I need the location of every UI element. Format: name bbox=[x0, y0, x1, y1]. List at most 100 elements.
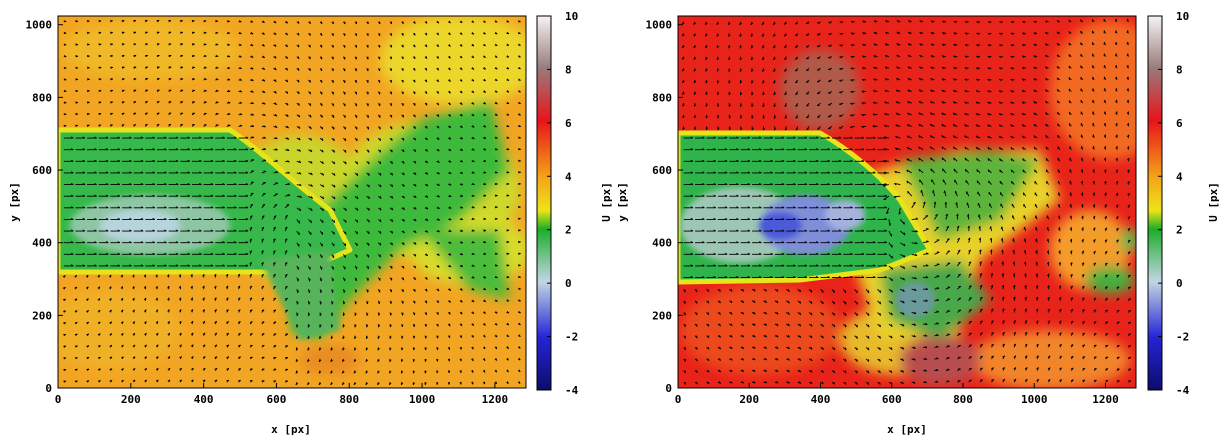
vector-arrow-head bbox=[956, 213, 959, 217]
vector-arrow-head bbox=[902, 312, 905, 315]
vector-arrow-head bbox=[414, 218, 417, 222]
vector-arrow-head bbox=[1070, 262, 1073, 265]
vector-arrow-head bbox=[1069, 215, 1072, 219]
vector-arrow-head bbox=[330, 382, 333, 386]
vector-arrow-head bbox=[979, 249, 982, 252]
vector-arrow-head bbox=[935, 214, 938, 217]
vector-arrow-head bbox=[740, 127, 743, 131]
vector-arrow-head bbox=[298, 114, 301, 118]
vector-arrow-head bbox=[472, 276, 475, 279]
vector-arrow-head bbox=[730, 334, 733, 338]
vector-arrow-head bbox=[747, 182, 751, 185]
vector-arrow-head bbox=[117, 264, 121, 267]
vector-arrow-head bbox=[716, 34, 720, 37]
vector-arrow-head bbox=[187, 136, 191, 139]
vector-arrow-head bbox=[167, 320, 170, 324]
vector-arrow bbox=[931, 179, 935, 185]
vector-arrow-head bbox=[204, 78, 207, 80]
colorbar-tick-label: 0 bbox=[565, 277, 572, 290]
vector-arrow-head bbox=[353, 359, 357, 363]
vector-arrow-head bbox=[190, 320, 194, 324]
vector-arrow-head bbox=[1068, 54, 1071, 57]
vector-arrow-head bbox=[1033, 66, 1036, 70]
vector-arrow-head bbox=[850, 126, 853, 129]
vector-arrow bbox=[898, 207, 901, 215]
vector-arrow-head bbox=[787, 300, 790, 304]
vector-arrow-head bbox=[449, 171, 452, 175]
vector-arrow-head bbox=[506, 357, 509, 361]
vector-arrow-head bbox=[795, 46, 798, 48]
vector-arrow-head bbox=[495, 43, 498, 46]
vector-arrow-head bbox=[437, 44, 440, 47]
vector-arrow-head bbox=[883, 160, 886, 163]
vector-arrow-head bbox=[770, 241, 773, 244]
vector-arrow-head bbox=[285, 214, 288, 217]
vector-arrow-head bbox=[164, 194, 167, 197]
vector-arrow-head bbox=[701, 241, 705, 244]
vector-arrow-head bbox=[682, 80, 685, 84]
vector-arrow-head bbox=[953, 157, 955, 161]
vector-arrow-head bbox=[1105, 321, 1108, 323]
vector-arrow-head bbox=[770, 136, 773, 139]
vector-arrow bbox=[911, 202, 916, 209]
vector-arrow-head bbox=[109, 286, 112, 289]
vector-arrow-head bbox=[460, 136, 463, 140]
vector-arrow-head bbox=[167, 344, 171, 347]
vector-arrow-head bbox=[681, 22, 685, 25]
vector-arrow-head bbox=[449, 253, 452, 256]
vector-arrow-head bbox=[879, 324, 882, 328]
vector-arrow-head bbox=[495, 55, 498, 58]
vector-arrow-head bbox=[770, 194, 773, 197]
vector-arrow-head bbox=[391, 242, 393, 246]
vector-arrow-head bbox=[696, 381, 698, 385]
vector-arrow-head bbox=[1013, 308, 1016, 311]
vector-arrow-head bbox=[449, 125, 452, 129]
vector-arrow-head bbox=[354, 324, 357, 328]
vector-arrow-head bbox=[187, 182, 191, 185]
vector-arrow-head bbox=[471, 252, 475, 255]
vector-arrow-head bbox=[332, 290, 334, 293]
colorbar-tick-label: 8 bbox=[565, 63, 572, 76]
vector-arrow-head bbox=[298, 102, 300, 106]
vector-arrow-head bbox=[215, 78, 219, 80]
vector-arrow-head bbox=[202, 320, 206, 324]
vector-arrow-head bbox=[377, 382, 380, 386]
vector-arrow-head bbox=[873, 55, 876, 58]
vector-arrow-head bbox=[199, 241, 202, 244]
vector-arrow-head bbox=[724, 148, 728, 151]
vector-arrow-head bbox=[506, 287, 510, 290]
vector-arrow-head bbox=[75, 43, 78, 46]
vector-arrow-head bbox=[506, 346, 509, 349]
vector-arrow-head bbox=[275, 170, 278, 173]
vector-arrow-head bbox=[966, 214, 969, 217]
vector-arrow-head bbox=[929, 123, 933, 127]
vector-arrow-head bbox=[425, 137, 428, 141]
vector-arrow-head bbox=[751, 69, 754, 72]
vector-arrow-head bbox=[145, 112, 148, 114]
vector-arrow-head bbox=[844, 381, 847, 385]
vector-arrow-head bbox=[925, 264, 929, 267]
vector-arrow-head bbox=[378, 301, 381, 305]
vector-arrow bbox=[922, 228, 929, 232]
vector-arrow-head bbox=[896, 43, 899, 46]
vector-arrow-head bbox=[690, 275, 694, 278]
vector-arrow-head bbox=[707, 312, 710, 315]
vector-arrow-head bbox=[1068, 19, 1071, 23]
vector-arrow-head bbox=[472, 55, 475, 59]
vector-arrow-head bbox=[753, 288, 756, 292]
vector-arrow-head bbox=[239, 78, 242, 81]
vector-arrow-head bbox=[298, 160, 302, 164]
vector-arrow-head bbox=[199, 136, 202, 139]
vector-arrow-head bbox=[998, 135, 1001, 139]
vector-arrow-head bbox=[705, 80, 708, 84]
vector-arrow-head bbox=[210, 171, 214, 174]
left-plot-frame bbox=[57, 15, 527, 389]
vector-arrow-head bbox=[82, 217, 86, 220]
vector-arrow-head bbox=[907, 43, 911, 46]
vector-arrow-head bbox=[736, 217, 739, 220]
vector-arrow-head bbox=[690, 252, 694, 255]
vector-arrow-head bbox=[729, 127, 731, 131]
vector-arrow-head bbox=[214, 297, 217, 300]
vector-arrow-head bbox=[74, 286, 78, 289]
